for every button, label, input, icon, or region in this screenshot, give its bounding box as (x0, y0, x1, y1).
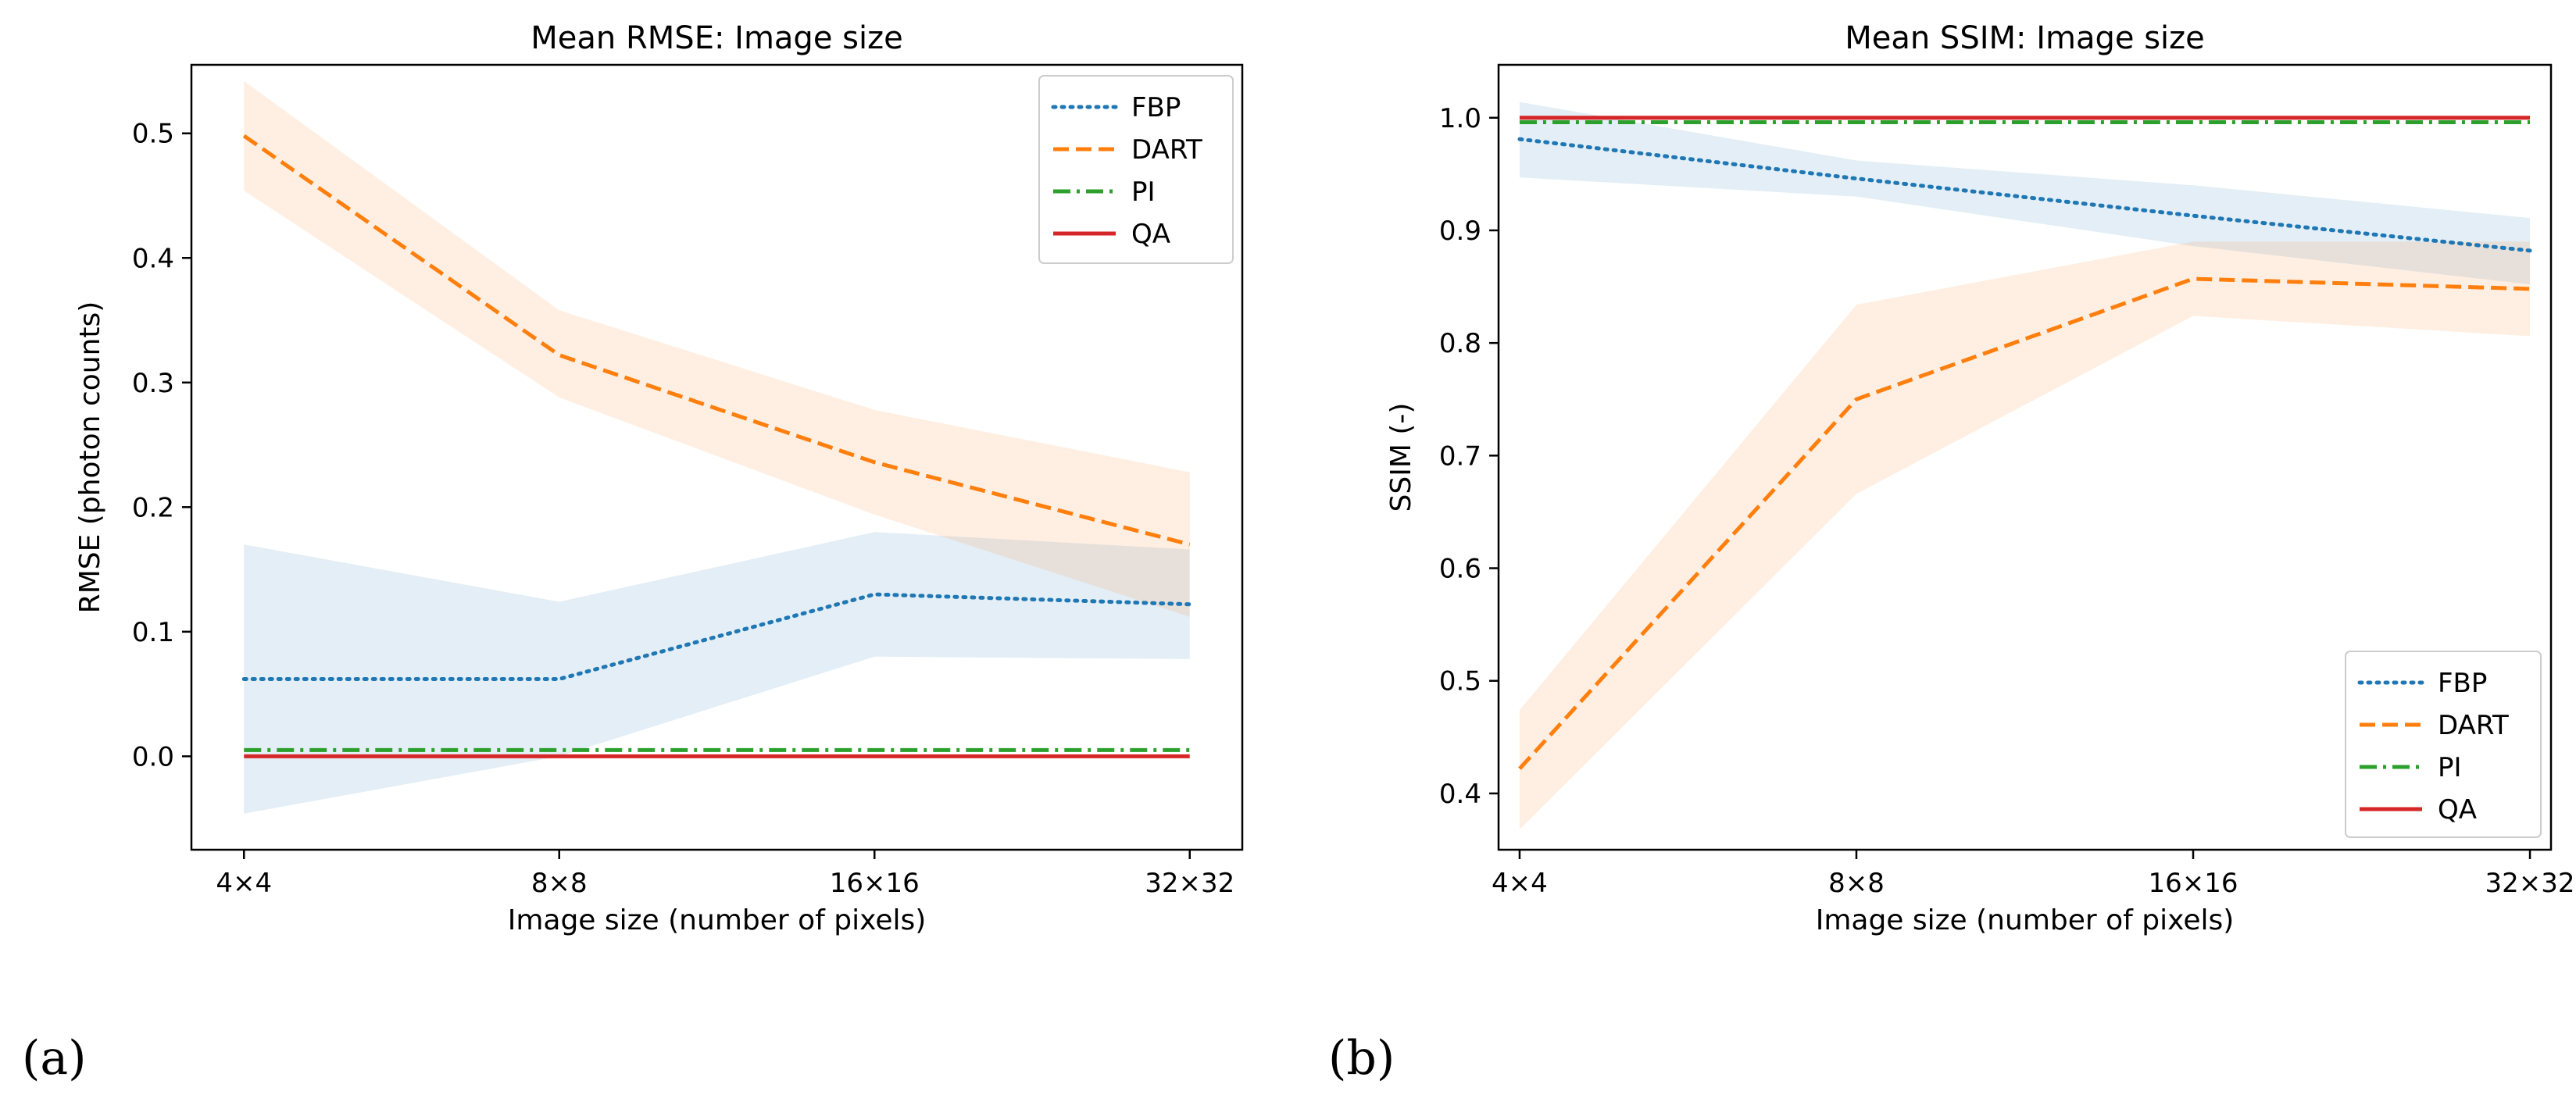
series-line-fbp (1517, 137, 2532, 253)
band-dart (1519, 241, 2531, 830)
x-tick-label: 32×32 (2485, 868, 2575, 899)
plot-area (241, 80, 1192, 814)
x-axis-label: Image size (number of pixels) (508, 904, 927, 936)
x-tick-label: 8×8 (531, 868, 588, 899)
series-line-dart (1518, 276, 2531, 770)
y-tick-label: 0.7 (1439, 440, 1481, 472)
y-tick-label: 0.4 (1439, 779, 1481, 810)
legend-label-fbp: FBP (1131, 92, 1181, 123)
chart-panel-ssim: 4×4 8×8 16×16 32×32 0.4 0.5 0.6 0.7 0.8 0.9 1.0 Mea… (1328, 20, 2575, 1086)
legend-label-qa: QA (1131, 219, 1170, 250)
y-tick-label: 0.0 (132, 741, 174, 772)
x-tick-label: 4×4 (216, 868, 272, 899)
panel-label: (a) (22, 1031, 87, 1086)
y-tick-label: 0.5 (132, 119, 174, 150)
band-fbp (1519, 102, 2531, 285)
legend-box (2345, 651, 2542, 838)
y-axis-label: SSIM (-) (1385, 403, 1417, 512)
legend-box (1038, 75, 1234, 264)
legend-label-dart: DART (1131, 134, 1202, 166)
y-tick-label: 0.6 (1439, 554, 1481, 585)
y-axis-label: RMSE (photon counts) (74, 301, 106, 614)
panel-label: (b) (1328, 1031, 1395, 1086)
chart-title: Mean SSIM: Image size (1845, 20, 2205, 56)
axes-frame (190, 63, 1244, 851)
axes-frame (1497, 63, 2553, 851)
x-tick-label: 16×16 (830, 868, 920, 899)
y-tick-label: 0.5 (1439, 666, 1481, 697)
y-tick-label: 0.4 (132, 243, 174, 274)
plot-area (1517, 102, 2532, 830)
legend-label-fbp: FBP (2438, 668, 2487, 699)
band-fbp (244, 532, 1190, 814)
x-tick-label: 8×8 (1828, 868, 1885, 899)
y-tick-label: 0.3 (132, 368, 174, 399)
y-tick-label: 0.1 (132, 617, 174, 648)
y-tick-label: 0.8 (1439, 328, 1481, 359)
legend-label-dart: DART (2438, 710, 2509, 741)
y-tick-label: 0.2 (132, 492, 174, 523)
x-tick-label: 4×4 (1492, 868, 1548, 899)
legend-label-pi: PI (1131, 177, 1156, 208)
series-line-fbp (241, 592, 1192, 681)
x-tick-label: 16×16 (2149, 868, 2238, 899)
legend: FBP DART PI QA (1038, 75, 1234, 264)
x-tick-label: 32×32 (1145, 868, 1234, 899)
x-axis-label: Image size (number of pixels) (1816, 904, 2235, 936)
y-tick-label: 1.0 (1439, 103, 1481, 134)
legend-label-qa: QA (2438, 794, 2477, 826)
series-line-dart (242, 134, 1191, 547)
chart-panel-rmse: 4×4 8×8 16×16 32×32 0.0 0.1 0.2 0.3 0.4 0.5 Mean R… (22, 20, 1244, 1086)
chart-title: Mean RMSE: Image size (531, 20, 902, 56)
y-tick-label: 0.9 (1439, 216, 1481, 247)
legend-label-pi: PI (2438, 752, 2462, 783)
legend: FBP DART PI QA (2345, 651, 2542, 838)
